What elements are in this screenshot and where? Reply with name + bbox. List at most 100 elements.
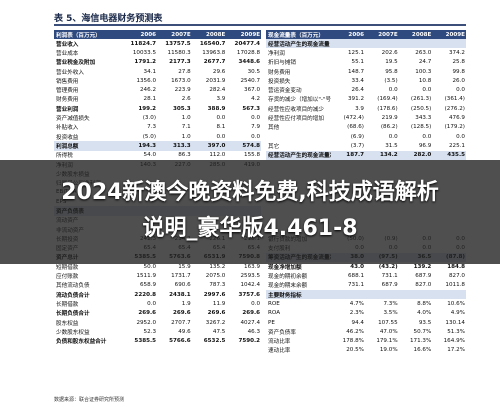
row-value: 125.1 [347,49,364,56]
table-row: 应付账款 1511.9 1731.7 2075.0 2593.5 [54,271,261,280]
table-row: 营运资金变动 26.4 0.0 0.0 0.0 [266,85,466,94]
row-value: 13757.5 [165,40,191,47]
row-value: 223.9 [174,87,191,94]
table-row: 营业成本 10033.5 11580.3 13963.8 17028.8 [54,48,261,57]
row-value: 95.8 [385,68,398,75]
header-year: 2006 [140,31,157,38]
row-value: 1511.9 [136,273,157,280]
table-row: 其他 (68.6) (86.2) (128.5) (179.2) [266,123,466,132]
row-value: 2075.0 [205,273,226,280]
row-value: 2997.6 [203,291,226,298]
row-label: 速动比率 [268,348,291,355]
row-label: 其他 [268,125,280,132]
row-label: 管理费用 [56,88,79,95]
row-value: (472.4) [343,115,364,122]
header-year: 2006 [348,31,364,38]
table-row: 负债和股东权益合计 5385.5 5766.6 6532.5 7590.2 [54,337,261,346]
row-value: 0.0 [216,115,226,122]
row-value: 16540.7 [199,40,226,47]
row-value: 367.0 [244,87,261,94]
row-value: 687.9 [381,282,398,289]
table-row: 营业利润 199.2 305.3 388.9 567.3 [54,104,261,113]
row-value: 7.9 [251,124,261,131]
table-row: ROE 4.7% 7.3% 8.8% 10.6% [266,299,466,308]
row-value: 20477.4 [234,40,261,47]
row-value: 658.9 [140,282,157,289]
row-value: 94.4 [351,319,364,326]
row-value: 269.6 [172,310,191,317]
table-row: 销售费用 1356.0 1673.0 2031.9 2540.7 [54,76,261,85]
row-label: 资产负债率 [268,329,296,336]
table-body: 营业收入 11824.7 13757.5 16540.7 20477.4 营业成本 1003… [54,39,261,346]
row-value: (361.4) [444,96,465,103]
row-value: 17.2% [447,347,465,354]
row-label: 财务费用 [268,69,291,76]
row-value: 787.3 [209,282,226,289]
row-label: 营业外收入 [56,69,84,76]
table-row: 经营活动产生的现金流量净额 187.7 134.2 282.0 435.5 [266,150,466,160]
row-value: 6532.5 [203,338,226,345]
row-value: 99.8 [452,68,465,75]
table-row: 折旧与摊销 55.1 19.5 24.7 25.8 [266,58,466,67]
row-value: 8.8% [417,300,432,307]
table-row: 补贴收入 7.3 7.1 8.1 7.9 [54,123,261,132]
header-year: 2009E [240,31,261,38]
row-value: 47.5 [212,328,226,335]
row-value: 4.7% [349,300,364,307]
header-year: 2007E [378,31,398,38]
row-label: 现金的期初余额 [268,274,308,281]
title-rule [54,24,466,26]
header-label: 利润表（百万元） [56,32,101,39]
row-label: 存货的减少（增加以"-"号填列） [268,97,332,104]
table-row: 股东权益 2952.0 2707.7 3267.2 4027.4 [54,318,261,327]
row-label: 应付账款 [56,274,79,281]
row-value: 33.4 [351,77,364,84]
source-note: 数据来源：联合证券研究所预测 [54,397,125,403]
row-value: 1.0 [181,133,191,140]
row-value: 282.0 [413,152,432,159]
row-label: 财务费用 [56,97,79,104]
row-value: 313.3 [172,142,191,149]
header-year: 2007E [171,31,191,38]
row-value: 2177.3 [169,59,191,66]
table-row: (6.9) 0.0 0.0 0.0 [266,132,466,141]
row-value: 225.1 [448,142,465,149]
row-value: 476.9 [448,115,465,122]
row-value: 11580.3 [167,49,191,56]
header-year: 2008E [411,31,432,38]
row-value: 3267.2 [205,319,226,326]
row-value: 731.1 [347,282,364,289]
row-value: 435.5 [447,152,465,159]
row-value: 574.8 [242,142,261,149]
row-label: 营运资金变动 [268,88,302,95]
row-value: 49.6 [178,328,191,335]
row-value: 11824.7 [130,40,157,47]
row-value: 96.9 [418,142,432,149]
row-value: 134.2 [379,152,398,159]
table-header: 利润表（百万元） 2006 2007E 2008E 2009E [54,30,261,39]
row-label: 少数股东权益 [56,329,90,336]
row-label: 资产减值损失 [56,116,90,123]
row-value: 7590.2 [238,338,261,345]
row-label: 长期负债合计 [56,311,90,318]
row-value: 687.9 [415,273,432,280]
row-value: 11.9 [212,300,226,307]
row-value: 5385.5 [134,338,157,345]
row-label: 营业收入 [56,41,79,48]
row-label: 销售费用 [56,78,79,85]
row-value: 15.9 [178,263,191,270]
row-value: 202.6 [381,49,398,56]
row-value: 269.6 [207,310,226,317]
row-value: (3.0) [142,115,157,122]
row-label: 营业利润 [56,106,79,113]
banner-subline: 说明_豪华版4.461-8 [142,216,358,241]
row-label: 其它 [268,143,280,150]
row-value: (6.9) [350,133,364,140]
row-value: 10033.5 [132,49,157,56]
row-value: 50.0 [143,263,157,270]
row-value: 86.3 [178,152,191,159]
table-row: 经营性应付项目的增加 (472.4) 219.9 343.3 476.9 [266,113,466,122]
table-row: 财务费用 28.1 2.6 3.9 4.2 [54,95,261,104]
table-row: 流动比率 178.8% 179.1% 171.3% 164.9% [266,337,466,346]
row-value: 2593.5 [240,273,261,280]
